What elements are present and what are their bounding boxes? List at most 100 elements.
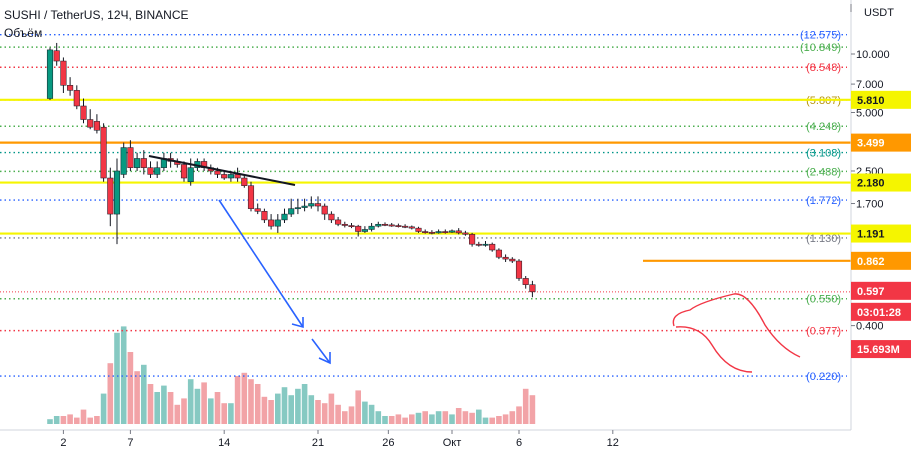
- countdown-tag-bg: [851, 302, 911, 321]
- candle-body: [455, 230, 462, 234]
- volume-bar: [47, 419, 53, 424]
- candles: [46, 42, 536, 298]
- candle-body: [281, 213, 288, 221]
- volume-bar: [194, 388, 201, 424]
- volume-bar: [261, 396, 268, 424]
- volume-bar: [415, 412, 422, 424]
- candle-body: [180, 164, 188, 179]
- volume-bar: [429, 414, 435, 424]
- current-price-tag: 0.597: [857, 286, 885, 298]
- volume-bar: [509, 411, 516, 424]
- candle-body: [241, 177, 248, 186]
- volume-bar: [80, 409, 87, 424]
- level-price-tag-bg: [851, 133, 911, 152]
- candle-body: [361, 229, 368, 232]
- time-tick-label: 21: [312, 437, 324, 449]
- blue-arrow-head-2: [318, 352, 331, 365]
- volume-bar: [388, 416, 395, 424]
- level-price-tag-bg: [851, 251, 911, 270]
- candle-body: [254, 208, 261, 212]
- candle-body: [482, 243, 489, 246]
- volume-bar: [268, 400, 274, 424]
- blue-arrow-line: [218, 199, 304, 328]
- candle-body: [529, 284, 536, 293]
- candle-body: [87, 119, 94, 128]
- candle-body: [462, 232, 469, 235]
- candle-body: [73, 90, 80, 107]
- volume-bar: [181, 398, 187, 424]
- candle-body: [408, 226, 415, 229]
- candle-body: [67, 85, 74, 91]
- candle-body: [261, 211, 268, 221]
- volume-bar: [382, 416, 388, 424]
- candle-body: [46, 49, 54, 99]
- candle-body: [475, 243, 482, 246]
- volume-bar: [489, 417, 495, 424]
- level-price-tag-bg: [851, 173, 911, 192]
- fib-level-label: (0.377): [806, 326, 841, 338]
- volume-bar: [496, 416, 502, 424]
- volume-bar: [342, 411, 348, 424]
- volume-bar: [368, 404, 375, 424]
- volume-bar: [355, 390, 361, 424]
- candle-body: [375, 223, 382, 227]
- candle-body: [308, 203, 315, 207]
- volume-bar: [395, 414, 402, 424]
- candle-body: [107, 177, 114, 215]
- volume-bar: [120, 326, 127, 424]
- volume-bars: [47, 326, 536, 424]
- volume-bar: [67, 414, 73, 424]
- volume-bar: [449, 414, 455, 424]
- volume-bar: [187, 379, 194, 424]
- candle-body: [428, 231, 435, 234]
- volume-bar: [288, 395, 294, 424]
- candle-body: [294, 207, 301, 210]
- level-price-tag-bg: [851, 224, 911, 243]
- candle-body: [395, 225, 402, 227]
- level-price-tag: 0.862: [857, 256, 885, 268]
- candle-body: [187, 167, 194, 183]
- volume-bar: [254, 384, 261, 424]
- fib-level-label: (4.248): [806, 121, 841, 133]
- fib-level-label: (1.130): [806, 233, 841, 245]
- volume-bar: [167, 392, 174, 424]
- level-price-tag: 5.810: [857, 95, 885, 107]
- volume-bar: [114, 332, 120, 424]
- candle-body: [442, 231, 449, 233]
- price-tick-label: 1.700: [856, 199, 884, 211]
- volume-bar: [409, 414, 415, 424]
- red-projection-curve: [672, 293, 801, 358]
- time-axis[interactable]: 2 7 14 21 26 Окт 6 12: [0, 429, 851, 449]
- candle-body: [435, 231, 442, 234]
- price-tick-label: 0.400: [856, 321, 884, 333]
- candle-body: [502, 256, 509, 260]
- volume-bar: [74, 417, 80, 424]
- volume-bar: [127, 352, 134, 424]
- volume-bar: [362, 401, 368, 424]
- volume-bar: [241, 372, 248, 424]
- volume-bar: [529, 395, 536, 424]
- candle-body: [120, 147, 127, 175]
- volume-bar: [53, 416, 60, 424]
- fib-level-label: (0.220): [806, 371, 841, 383]
- candle-body: [335, 219, 342, 225]
- candle-body: [134, 158, 141, 168]
- candle-body: [274, 219, 281, 227]
- candle-body: [221, 174, 228, 179]
- candle-body: [53, 50, 60, 62]
- candle-body: [301, 205, 308, 208]
- volume-bar: [154, 392, 160, 424]
- candle-body: [341, 223, 348, 226]
- candle-body: [489, 243, 496, 251]
- candle-body: [314, 203, 322, 207]
- volume-bar: [141, 364, 147, 424]
- blue-arrow-line-2: [311, 338, 331, 364]
- fib-level-label: (10.849): [800, 42, 841, 54]
- candle-body: [422, 231, 429, 233]
- volume-bar: [476, 409, 482, 424]
- volume-bar: [435, 411, 442, 424]
- volume-bar: [502, 414, 509, 424]
- candle-body: [509, 258, 516, 262]
- candle-body: [140, 158, 147, 168]
